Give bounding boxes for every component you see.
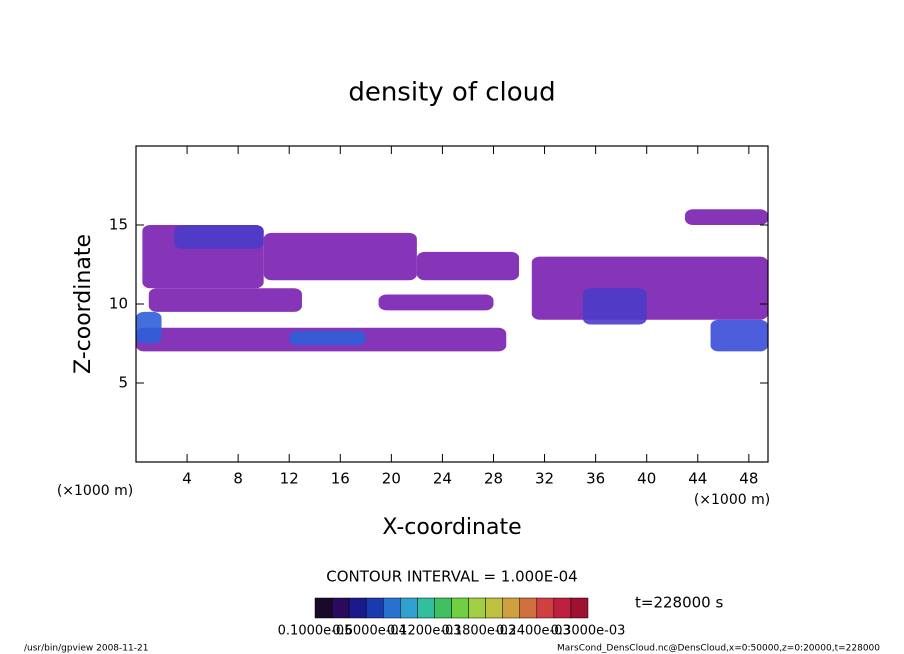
colorbar-cell xyxy=(365,597,384,619)
colorbar-cell xyxy=(536,597,555,619)
y-tick-label: 5 xyxy=(118,374,128,392)
colorbar-cell xyxy=(519,597,538,619)
cloud-patch xyxy=(685,209,768,225)
colorbar-cell xyxy=(348,597,367,619)
colorbar-label: 0.1800e-03 xyxy=(441,624,516,639)
y-axis-label: Z-coordinate xyxy=(71,234,96,374)
cloud-patch xyxy=(416,251,520,281)
time-label: t=228000 s xyxy=(635,594,723,612)
cloud-patch xyxy=(378,294,494,311)
colorbar-cell xyxy=(502,597,520,619)
x-tick-label: 40 xyxy=(637,470,656,488)
colorbar-cell xyxy=(570,597,589,619)
x-tick-label: 28 xyxy=(484,470,503,488)
x-tick-label: 12 xyxy=(280,470,299,488)
colorbar-label: 0.6000e-04 xyxy=(332,624,407,639)
x-tick-label: 44 xyxy=(688,470,707,488)
cloud-patch xyxy=(289,330,366,346)
chart-title: density of cloud xyxy=(348,78,555,108)
x-tick-label: 4 xyxy=(182,470,192,488)
colorbar-cell xyxy=(417,597,435,619)
cloud-patch xyxy=(263,232,417,281)
colorbar-cell xyxy=(331,597,350,619)
colorbar-cell xyxy=(451,597,469,619)
colorbar-cell xyxy=(383,597,401,619)
footer: /usr/bin/gpview 2008-11-21 xyxy=(24,644,148,654)
colorbar-cell xyxy=(485,597,503,619)
x-tick-label: 24 xyxy=(433,470,452,488)
plot-area xyxy=(136,209,768,352)
x-axis-label: X-coordinate xyxy=(382,515,521,540)
contour-interval: CONTOUR INTERVAL = 1.000E-04 xyxy=(326,568,577,586)
y-tick-label: 15 xyxy=(109,216,128,234)
colorbar-cell xyxy=(314,597,333,619)
cloud-patch xyxy=(174,225,264,249)
cloud-patch xyxy=(136,311,162,344)
footer: MarsCond_DensCloud.nc@DensCloud,x=0:5000… xyxy=(557,644,880,654)
x-tick-label: 32 xyxy=(535,470,554,488)
cloud-patch xyxy=(710,319,768,352)
colorbar-cell xyxy=(400,597,418,619)
cloud-patch xyxy=(582,288,647,325)
y-tick-label: 10 xyxy=(109,295,128,313)
colorbar-cell xyxy=(434,597,452,619)
colorbar-cell xyxy=(468,597,486,619)
x-unit: (×1000 m) xyxy=(694,492,770,508)
x-tick-label: 16 xyxy=(331,470,350,488)
x-unit: (×1000 m) xyxy=(57,483,133,499)
colorbar-label: 0.1200e-03 xyxy=(387,624,462,639)
colorbar-label: 0.1000e-05 xyxy=(278,624,353,639)
x-tick-label: 48 xyxy=(739,470,758,488)
colorbar-label: 0.3000e-03 xyxy=(551,624,626,639)
x-tick-label: 8 xyxy=(233,470,243,488)
colorbar-label: 0.2400e-03 xyxy=(496,624,571,639)
colorbar-cell xyxy=(553,597,572,619)
cloud-patch xyxy=(531,256,768,320)
x-tick-label: 36 xyxy=(586,470,605,488)
cloud-patch xyxy=(148,288,302,312)
x-tick-label: 20 xyxy=(382,470,401,488)
